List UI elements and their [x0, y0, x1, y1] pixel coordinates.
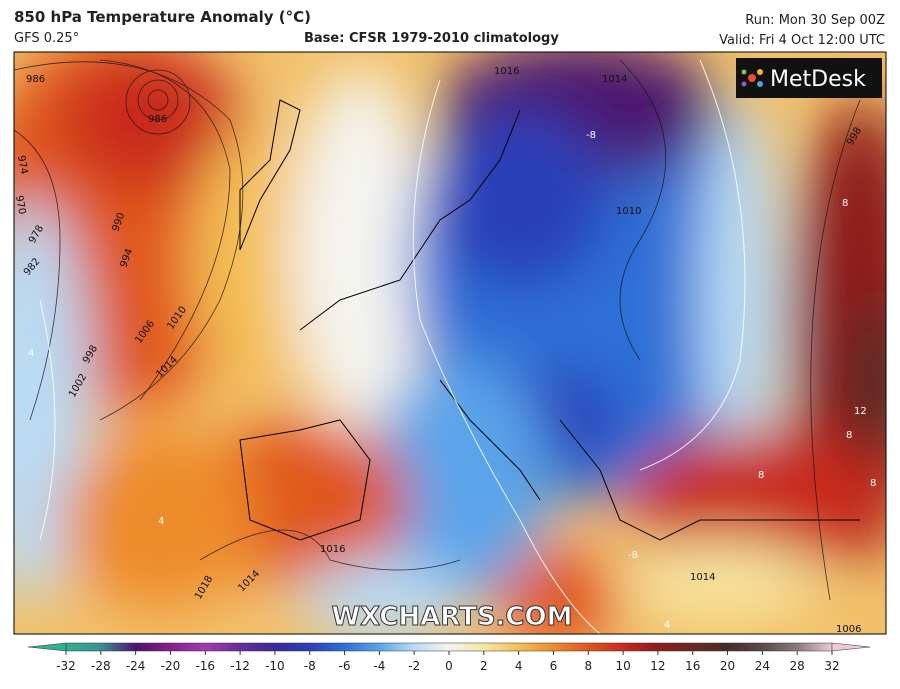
colorbar-tick-label: 28: [790, 659, 805, 673]
colorbar-arrow-right: [831, 642, 871, 652]
isobar-label: 970: [13, 195, 27, 216]
colorbar-tick-label: 0: [445, 659, 453, 673]
colorbar-tick-label: -6: [339, 659, 351, 673]
colorbar-tick-label: -20: [161, 659, 181, 673]
colorbar-tick-label: -10: [265, 659, 285, 673]
colorbar-tick-label: 24: [755, 659, 770, 673]
logo: MetDesk: [770, 67, 866, 92]
colorbar-tick-label: 6: [550, 659, 558, 673]
colorbar: -32 -28 -24 -20 -16 -12 -10 -8 -6 -4 -2 0 2 4 6 8 10 12 16…: [27, 642, 871, 673]
isobar-label: 1014: [602, 74, 627, 85]
isobar-label: 1014: [690, 572, 715, 583]
anomaly-label: 8: [870, 478, 876, 489]
logo-box: [736, 58, 882, 98]
isobar-label: 986: [148, 114, 167, 125]
colorbar-tick-label: -32: [56, 659, 76, 673]
anomaly-label: -8: [628, 550, 638, 561]
colorbar-tick-label: -24: [126, 659, 146, 673]
anomaly-label: 4: [158, 516, 164, 527]
anomaly-label: 4: [664, 620, 670, 631]
colorbar-tick-label: 32: [824, 659, 839, 673]
anomaly-label: 8: [758, 470, 764, 481]
isobar-label: 1010: [616, 206, 641, 217]
base: Base: CFSR 1979-2010 climatology: [304, 31, 559, 46]
anomaly-label: 4: [28, 348, 34, 359]
colorbar-tick-label: -16: [195, 659, 215, 673]
colorbar-tick-label: -28: [91, 659, 111, 673]
isobar-label: 1006: [836, 624, 861, 635]
colorbar-tick-label: 20: [720, 659, 735, 673]
watermark: WXCHARTS.COM: [331, 602, 572, 632]
colorbar-tick-label: -12: [230, 659, 250, 673]
colorbar-arrow-left: [27, 642, 67, 652]
run: Run: Mon 30 Sep 00Z: [745, 13, 885, 28]
colorbar-tick-label: 8: [584, 659, 592, 673]
anomaly-label: 8: [846, 430, 852, 441]
colorbar-bar: [65, 642, 833, 652]
anomaly-label: 8: [842, 198, 848, 209]
isobar-label: 1016: [494, 66, 519, 77]
valid: Valid: Fri 4 Oct 12:00 UTC: [719, 33, 885, 48]
colorbar-tick-label: 4: [515, 659, 523, 673]
isobar-label: 974: [15, 155, 29, 176]
map-frame: [13, 51, 887, 635]
anomaly-label: 12: [854, 406, 867, 417]
colorbar-tick-label: 2: [480, 659, 488, 673]
colorbar-tick-label: 16: [685, 659, 700, 673]
colorbar-tick-label: -4: [373, 659, 385, 673]
isobar-label: 986: [26, 74, 45, 85]
logo-icon: [741, 69, 763, 87]
colorbar-tick-label: 10: [615, 659, 630, 673]
isobar-label: 1016: [320, 544, 345, 555]
colorbar-tick-label: 12: [650, 659, 665, 673]
anomaly-label: -8: [586, 130, 596, 141]
colorbar-tick-label: -8: [304, 659, 316, 673]
colorbar-tick-label: -2: [408, 659, 420, 673]
map: 986 986 974 970 978 982 990 994 1006 101…: [13, 52, 886, 635]
model: GFS 0.25°: [14, 31, 79, 46]
title: 850 hPa Temperature Anomaly (°C): [14, 8, 311, 26]
